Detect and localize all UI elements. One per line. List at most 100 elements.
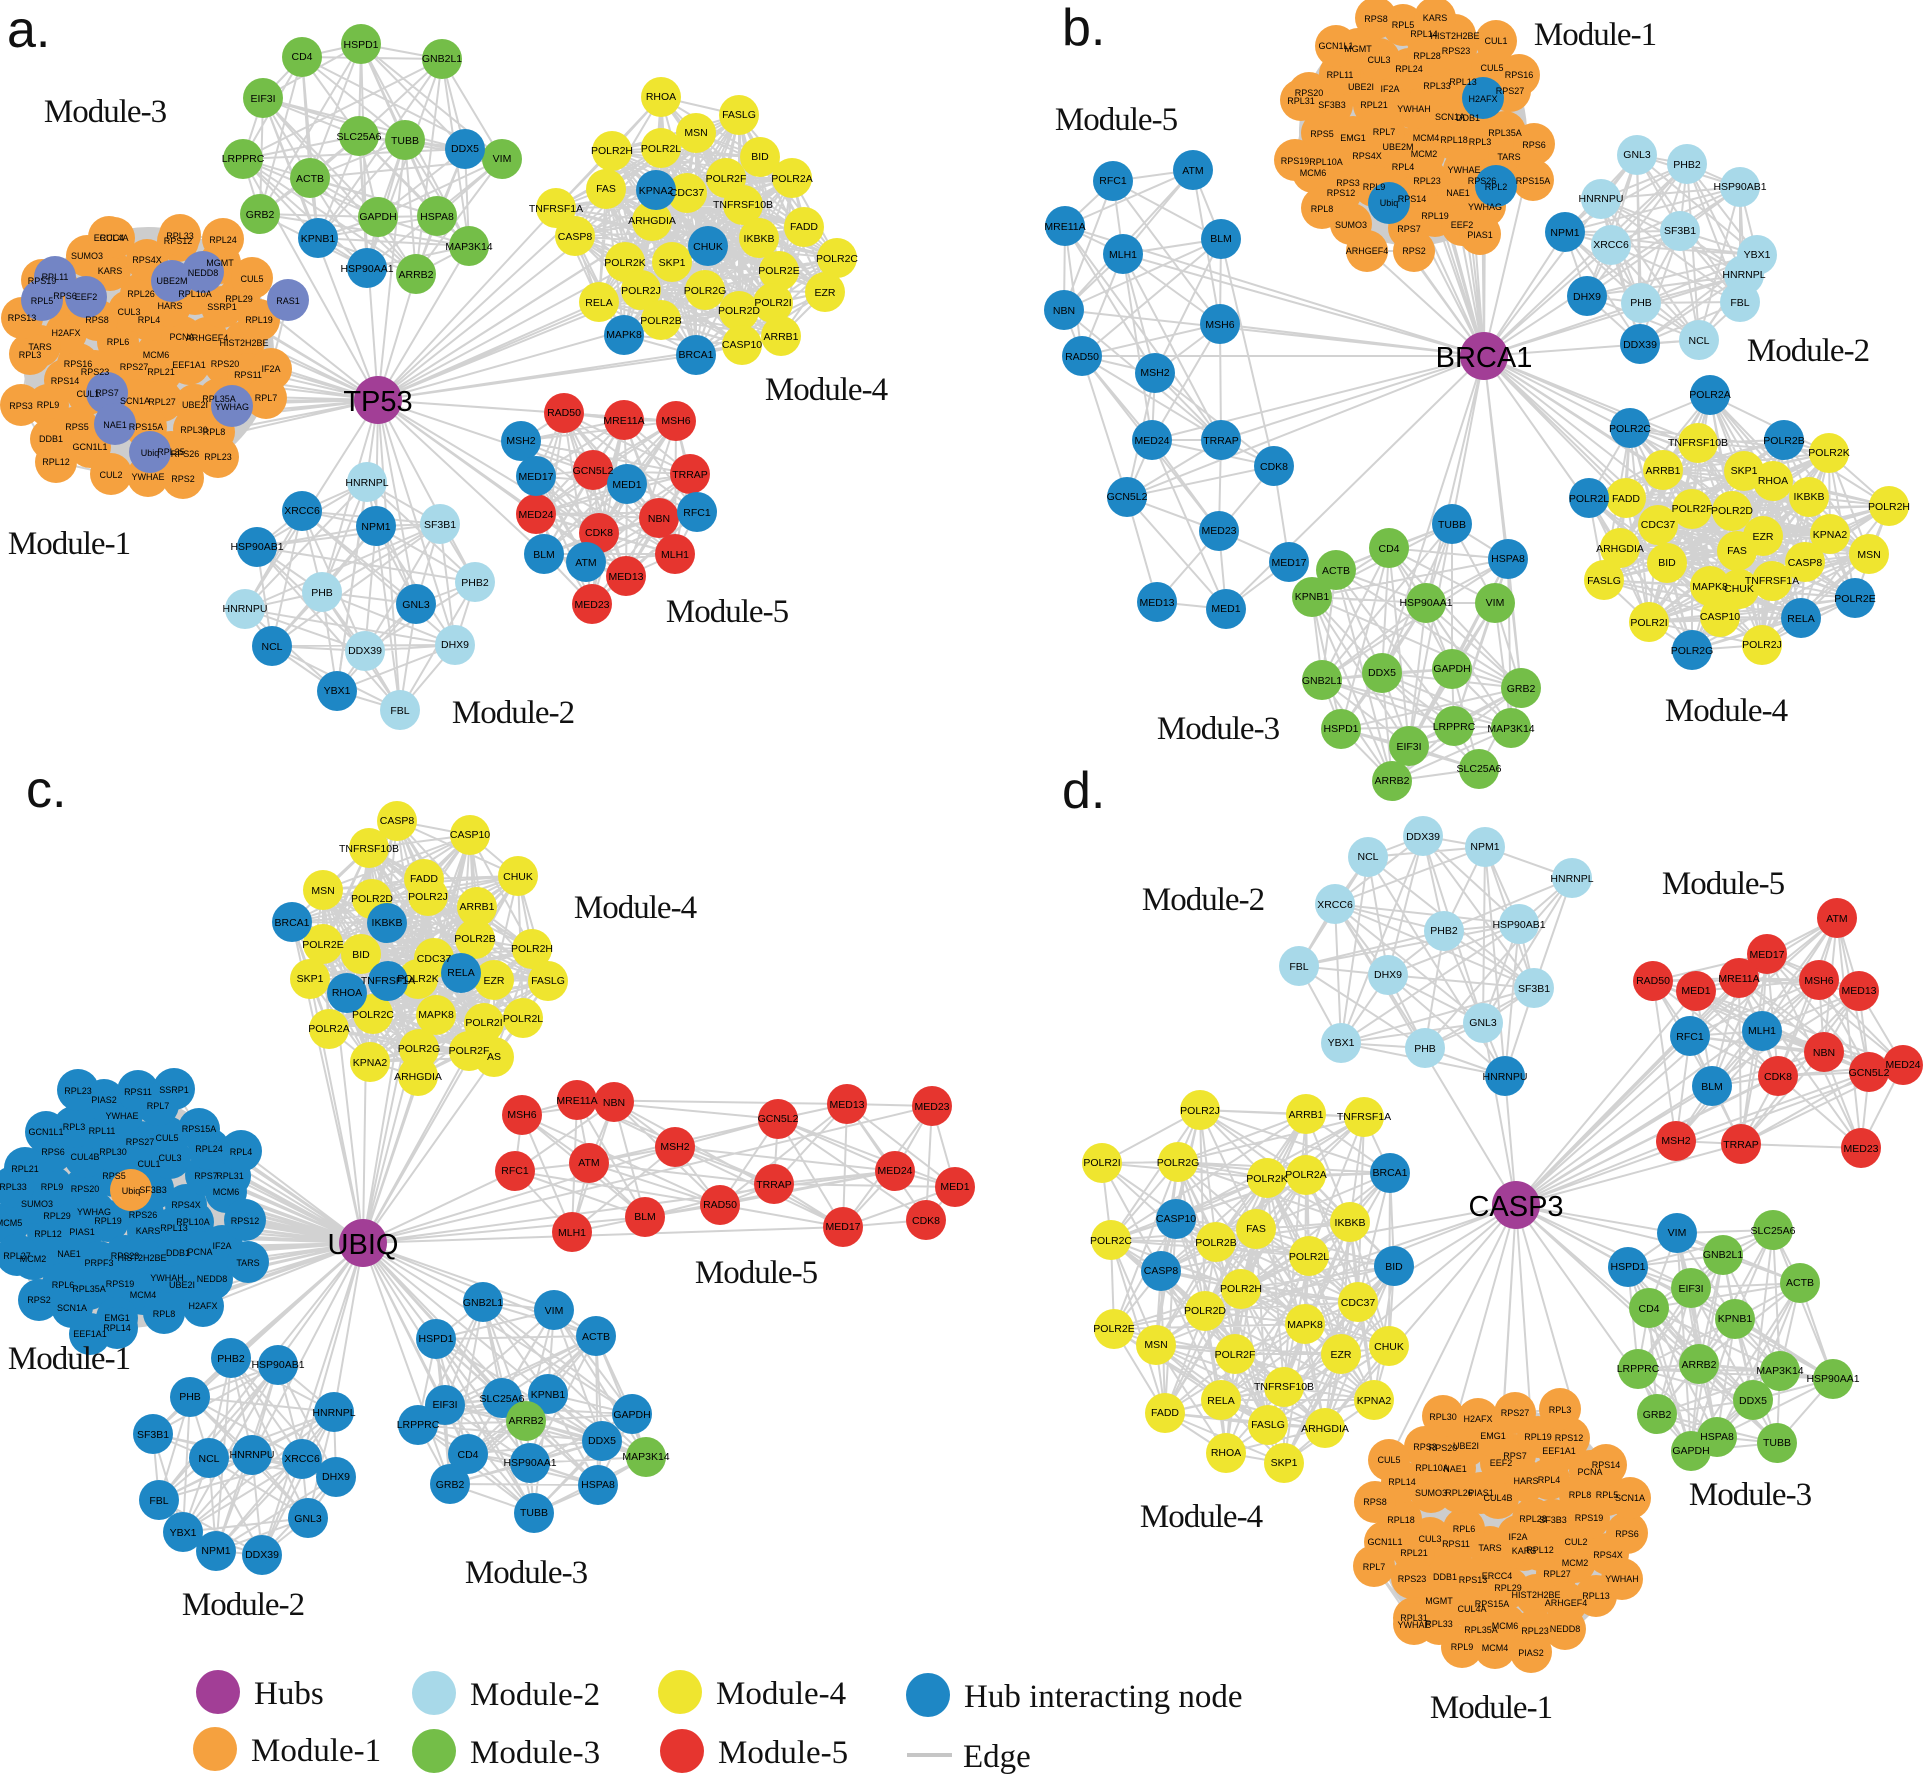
svg-text:TNFRSF1A: TNFRSF1A: [529, 203, 583, 215]
svg-text:MCM2: MCM2: [1411, 149, 1438, 159]
svg-text:Module-1: Module-1: [1430, 1690, 1552, 1726]
svg-text:RPL7: RPL7: [255, 393, 278, 403]
svg-text:RELA: RELA: [585, 297, 612, 309]
svg-text:RPL31: RPL31: [1287, 96, 1315, 106]
svg-text:MCM4: MCM4: [1413, 133, 1440, 143]
svg-text:SUMO3: SUMO3: [71, 251, 103, 261]
svg-text:RPL23: RPL23: [204, 452, 232, 462]
svg-text:XRCC6: XRCC6: [1593, 239, 1629, 251]
svg-text:Module-2: Module-2: [452, 695, 574, 731]
svg-text:EIF3I: EIF3I: [432, 1399, 457, 1411]
svg-text:RPS6: RPS6: [41, 1147, 65, 1157]
svg-text:RPL5: RPL5: [31, 296, 54, 306]
svg-text:POLR2J: POLR2J: [408, 891, 448, 903]
svg-text:TNFRSF10B: TNFRSF10B: [1668, 437, 1728, 449]
svg-text:POLR2G: POLR2G: [1671, 645, 1714, 657]
svg-text:RAS1: RAS1: [276, 296, 300, 306]
svg-text:HIST2H2BE: HIST2H2BE: [1511, 1590, 1560, 1600]
svg-text:MSN: MSN: [311, 885, 334, 897]
svg-text:GAPDH: GAPDH: [359, 211, 396, 223]
svg-text:SLC25A6: SLC25A6: [1457, 763, 1502, 775]
svg-text:H2AFX: H2AFX: [51, 328, 80, 338]
svg-text:MSH2: MSH2: [506, 435, 535, 447]
svg-text:MRE11A: MRE11A: [556, 1095, 597, 1107]
svg-text:RPL3: RPL3: [63, 1122, 86, 1132]
svg-text:RPS14: RPS14: [1398, 194, 1427, 204]
svg-text:DHX9: DHX9: [322, 1471, 350, 1483]
svg-text:MAPK8: MAPK8: [1287, 1319, 1323, 1331]
svg-text:SF3B1: SF3B1: [424, 519, 456, 531]
svg-text:LRPPRC: LRPPRC: [1433, 721, 1476, 733]
svg-text:EEF1A1: EEF1A1: [1542, 1446, 1576, 1456]
svg-text:FASLG: FASLG: [722, 109, 756, 121]
svg-text:RPL8: RPL8: [203, 427, 226, 437]
svg-text:POLR2H: POLR2H: [1220, 1283, 1262, 1295]
svg-text:RPS2: RPS2: [1402, 246, 1426, 256]
svg-text:MLH1: MLH1: [558, 1227, 586, 1239]
svg-text:EIF3I: EIF3I: [250, 93, 275, 105]
svg-text:UBIQ: UBIQ: [328, 1229, 399, 1261]
svg-text:MGMT: MGMT: [1425, 1596, 1453, 1606]
svg-text:RPS6: RPS6: [1522, 140, 1546, 150]
svg-text:YWHAG: YWHAG: [215, 402, 249, 412]
svg-text:RPL35: RPL35: [157, 447, 185, 457]
svg-text:POLR2K: POLR2K: [604, 257, 645, 269]
svg-text:MED24: MED24: [1885, 1059, 1920, 1071]
svg-text:RPL19: RPL19: [245, 315, 273, 325]
svg-text:YWHAE: YWHAE: [1447, 165, 1480, 175]
svg-text:BLM: BLM: [1210, 233, 1232, 245]
svg-text:YBX1: YBX1: [324, 685, 351, 697]
svg-text:POLR2F: POLR2F: [706, 173, 747, 185]
svg-text:SSRP1: SSRP1: [159, 1085, 189, 1095]
svg-text:DDX39: DDX39: [348, 645, 382, 657]
svg-text:RPS23: RPS23: [1398, 1574, 1427, 1584]
svg-text:POLR2B: POLR2B: [640, 315, 681, 327]
svg-text:RPS27: RPS27: [1496, 86, 1525, 96]
svg-text:ARHGDIA: ARHGDIA: [628, 215, 676, 227]
svg-text:MED17: MED17: [825, 1221, 860, 1233]
svg-text:RPS6: RPS6: [53, 291, 77, 301]
svg-text:a.: a.: [7, 1, 50, 59]
svg-text:ARHGDIA: ARHGDIA: [1301, 1423, 1349, 1435]
svg-text:TUBB: TUBB: [1438, 519, 1466, 531]
svg-text:GRB2: GRB2: [1507, 683, 1536, 695]
svg-text:CASP8: CASP8: [1144, 1265, 1179, 1277]
svg-text:RPL35A: RPL35A: [202, 394, 236, 404]
svg-text:GRB2: GRB2: [246, 209, 275, 221]
svg-text:CASP8: CASP8: [1788, 557, 1823, 569]
svg-text:RPS19: RPS19: [1281, 156, 1310, 166]
svg-text:RPS3: RPS3: [1336, 178, 1360, 188]
svg-text:NCL: NCL: [1357, 851, 1378, 863]
svg-text:UBE2I: UBE2I: [182, 400, 208, 410]
svg-text:BID: BID: [751, 151, 769, 163]
svg-text:POLR2I: POLR2I: [1083, 1157, 1120, 1169]
svg-text:GCN1L1: GCN1L1: [28, 1127, 63, 1137]
svg-text:H2AFX: H2AFX: [1463, 1414, 1492, 1424]
svg-text:CUL5: CUL5: [1480, 63, 1503, 73]
svg-text:SKP1: SKP1: [1271, 1457, 1298, 1469]
svg-text:RELA: RELA: [1207, 1395, 1234, 1407]
svg-text:IF2A: IF2A: [261, 364, 280, 374]
svg-text:SCN1A: SCN1A: [120, 396, 150, 406]
svg-text:RPS7: RPS7: [1503, 1451, 1527, 1461]
svg-text:ARRB1: ARRB1: [1288, 1109, 1323, 1121]
svg-text:RPL9: RPL9: [37, 400, 60, 410]
svg-text:HIST2H2BE: HIST2H2BE: [1430, 31, 1479, 41]
svg-text:ACTB: ACTB: [1322, 565, 1350, 577]
svg-text:SF3B1: SF3B1: [1518, 983, 1550, 995]
svg-text:POLR2F: POLR2F: [1672, 503, 1713, 515]
svg-text:MLH1: MLH1: [1748, 1025, 1776, 1037]
svg-text:RFC1: RFC1: [1676, 1031, 1704, 1043]
svg-text:ARRB2: ARRB2: [398, 269, 433, 281]
svg-text:IF2A: IF2A: [1508, 1532, 1527, 1542]
svg-text:EIF3I: EIF3I: [1678, 1283, 1703, 1295]
svg-text:RPS11: RPS11: [234, 370, 262, 380]
svg-text:MED17: MED17: [1271, 557, 1306, 569]
svg-text:FADD: FADD: [410, 873, 438, 885]
svg-text:PIAS2: PIAS2: [91, 1095, 117, 1105]
svg-text:POLR2A: POLR2A: [1689, 389, 1730, 401]
svg-text:CD4: CD4: [1638, 1303, 1659, 1315]
svg-text:MSN: MSN: [1857, 549, 1880, 561]
svg-text:RPS8: RPS8: [1363, 1497, 1387, 1507]
svg-text:Ubiq: Ubiq: [1380, 198, 1399, 208]
